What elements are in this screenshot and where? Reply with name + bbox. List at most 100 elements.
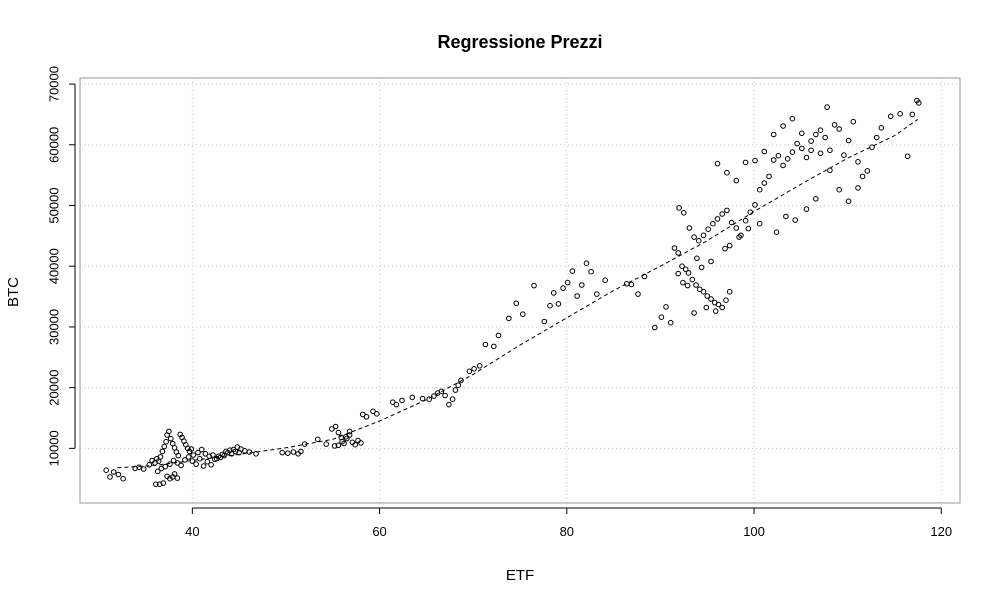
data-point bbox=[588, 268, 594, 275]
data-point bbox=[704, 293, 711, 299]
data-point bbox=[431, 393, 437, 399]
data-point bbox=[794, 140, 800, 147]
data-point bbox=[719, 304, 726, 311]
data-point bbox=[724, 169, 730, 176]
data-point bbox=[279, 449, 286, 456]
data-point bbox=[685, 270, 692, 276]
data-point bbox=[346, 428, 353, 435]
data-point bbox=[841, 152, 847, 158]
data-point bbox=[698, 264, 705, 271]
data-point bbox=[323, 441, 330, 447]
data-point bbox=[200, 463, 207, 469]
data-point bbox=[438, 388, 445, 395]
data-point bbox=[752, 157, 758, 164]
data-point bbox=[482, 341, 489, 348]
data-point bbox=[167, 461, 173, 467]
data-point bbox=[845, 198, 852, 205]
data-point bbox=[452, 387, 459, 393]
data-point bbox=[242, 448, 248, 454]
data-point bbox=[107, 474, 113, 480]
data-point bbox=[808, 147, 814, 154]
data-point bbox=[822, 134, 829, 141]
data-point bbox=[171, 471, 178, 477]
data-point bbox=[773, 229, 780, 235]
data-point bbox=[827, 147, 833, 154]
data-point bbox=[689, 276, 696, 283]
data-point bbox=[476, 363, 483, 369]
x-tick-label: 120 bbox=[930, 524, 952, 539]
data-point bbox=[103, 467, 109, 474]
data-point bbox=[873, 134, 880, 141]
data-point bbox=[315, 436, 321, 443]
data-point bbox=[466, 368, 473, 375]
data-point bbox=[869, 144, 875, 150]
data-point bbox=[163, 438, 169, 445]
data-point bbox=[195, 449, 201, 456]
data-point bbox=[153, 481, 159, 488]
data-point bbox=[136, 464, 142, 471]
data-point bbox=[897, 111, 903, 117]
data-point bbox=[146, 462, 153, 468]
data-point bbox=[845, 137, 852, 144]
data-point bbox=[824, 104, 830, 110]
data-point bbox=[803, 206, 810, 212]
data-point bbox=[708, 258, 714, 265]
data-point bbox=[210, 452, 216, 458]
data-point bbox=[766, 173, 772, 180]
data-point bbox=[352, 441, 359, 448]
data-point bbox=[110, 469, 117, 475]
data-point bbox=[193, 461, 199, 467]
data-point bbox=[756, 186, 763, 193]
data-point bbox=[628, 281, 635, 288]
data-point bbox=[742, 217, 749, 224]
data-point bbox=[156, 481, 163, 488]
data-point bbox=[722, 245, 728, 252]
data-point bbox=[190, 452, 197, 458]
data-point bbox=[808, 138, 814, 144]
data-point bbox=[724, 207, 730, 214]
data-point bbox=[747, 209, 754, 215]
data-point bbox=[290, 449, 297, 455]
data-point bbox=[799, 130, 805, 137]
data-point bbox=[691, 234, 697, 240]
data-point bbox=[712, 308, 719, 314]
data-point bbox=[446, 401, 452, 408]
data-point bbox=[442, 392, 448, 399]
data-point bbox=[770, 157, 777, 163]
data-point bbox=[506, 315, 512, 322]
data-point bbox=[728, 219, 735, 226]
data-point bbox=[761, 148, 768, 155]
data-point bbox=[726, 288, 733, 295]
y-tick-label: 30000 bbox=[46, 309, 61, 345]
data-point bbox=[658, 314, 665, 321]
data-point bbox=[170, 457, 177, 464]
data-point bbox=[335, 442, 342, 449]
data-point bbox=[714, 216, 721, 222]
data-point bbox=[363, 414, 370, 420]
data-point bbox=[780, 162, 786, 169]
data-point bbox=[331, 443, 338, 449]
data-point bbox=[700, 232, 707, 239]
data-point bbox=[780, 123, 786, 129]
chart-title: Regressione Prezzi bbox=[437, 32, 602, 52]
data-point bbox=[682, 266, 689, 273]
data-point bbox=[803, 154, 810, 161]
y-tick-label: 60000 bbox=[46, 127, 61, 163]
data-point bbox=[736, 234, 742, 240]
data-point bbox=[715, 301, 722, 308]
data-point bbox=[909, 111, 916, 118]
data-point bbox=[641, 273, 648, 280]
y-tick-label: 50000 bbox=[46, 187, 61, 223]
data-point bbox=[329, 426, 335, 432]
data-point bbox=[513, 300, 520, 307]
data-point bbox=[623, 281, 630, 287]
data-point bbox=[161, 443, 168, 450]
y-tick-label: 20000 bbox=[46, 370, 61, 406]
x-tick-label: 100 bbox=[743, 524, 765, 539]
y-axis-label: BTC bbox=[5, 277, 22, 307]
data-point bbox=[555, 301, 562, 307]
data-point bbox=[495, 332, 502, 339]
data-point bbox=[449, 396, 456, 403]
data-point bbox=[714, 160, 721, 167]
